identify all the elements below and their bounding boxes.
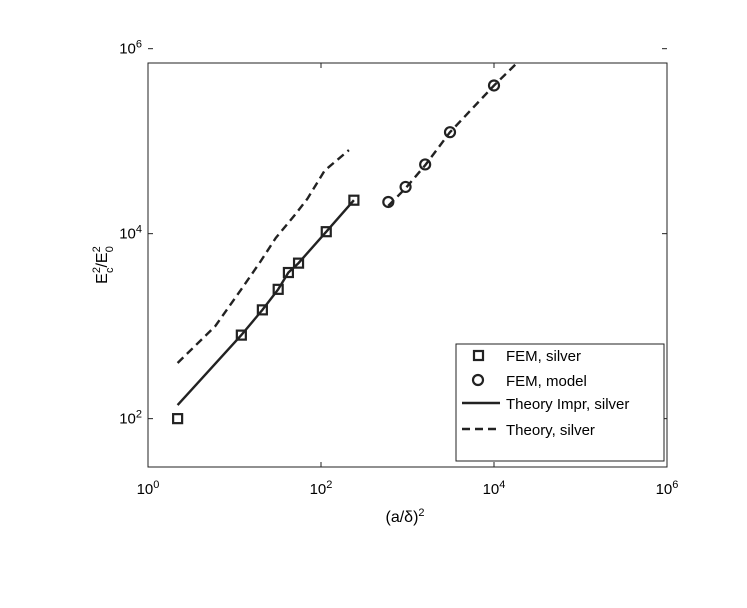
x-tick-label-0: 100 <box>137 479 160 498</box>
x-tick-label-2: 104 <box>483 479 506 498</box>
y-label-sub2: 0 <box>104 246 116 252</box>
y-tick-label-0-exp: 2 <box>136 409 142 421</box>
x-axis-label: (a/δ)2 <box>385 507 424 526</box>
x-tick-label-2-base: 10 <box>483 481 500 498</box>
series-layer <box>172 63 519 425</box>
y-axis-label: E2c/E20 <box>91 246 116 284</box>
series-3-line-0 <box>176 149 350 364</box>
legend: FEM, silver FEM, model Theory Impr, silv… <box>455 343 665 462</box>
fem-model-point-4 <box>487 79 501 92</box>
y-label-sup2: 2 <box>91 246 103 252</box>
x-axis-label-base: (a/δ) <box>385 509 418 526</box>
legend-label-fem-model: FEM, model <box>506 373 587 390</box>
legend-label-fem-silver: FEM, silver <box>506 348 581 365</box>
y-tick-label-2: 106 <box>119 39 142 58</box>
x-tick-label-3: 106 <box>656 479 679 498</box>
x-tick-label-1-exp: 2 <box>326 479 332 491</box>
y-label-slash: /E <box>94 252 111 267</box>
y-tick-label-0-base: 10 <box>119 411 136 428</box>
fem-model-point-3 <box>443 126 457 139</box>
x-tick-label-3-base: 10 <box>656 481 673 498</box>
fem-silver-point-2 <box>256 304 268 316</box>
y-label-sup1: 2 <box>91 267 103 273</box>
fem-silver-point-0 <box>172 413 184 425</box>
x-tick-label-1: 102 <box>310 479 333 498</box>
y-label-e: E <box>94 273 111 284</box>
x-axis: 100 102 104 106 <box>137 63 679 498</box>
y-tick-label-1-exp: 4 <box>136 224 142 236</box>
legend-label-theory-impr: Theory Impr, silver <box>506 396 629 413</box>
x-axis-label-sup: 2 <box>418 507 424 519</box>
legend-marker-square <box>472 349 485 362</box>
fem-model-point-2 <box>419 158 432 171</box>
y-tick-label-2-exp: 6 <box>136 39 142 51</box>
fem-model-point-0 <box>382 195 395 209</box>
fem-silver-point-6 <box>320 226 332 238</box>
fem-silver-point-3 <box>272 283 284 295</box>
y-tick-label-1-base: 10 <box>119 226 136 243</box>
y-label-sub1: c <box>104 267 116 273</box>
x-tick-label-0-exp: 0 <box>153 479 159 491</box>
fem-model-point-1 <box>399 180 412 194</box>
y-tick-label-2-base: 10 <box>119 41 136 58</box>
y-tick-label-0: 102 <box>119 409 142 428</box>
x-tick-label-3-exp: 6 <box>672 479 678 491</box>
x-tick-label-2-exp: 4 <box>499 479 505 491</box>
x-tick-label-0-base: 10 <box>137 481 154 498</box>
fem-silver-point-4 <box>282 266 295 279</box>
fem-silver-point-1 <box>235 329 247 341</box>
fem-silver-point-5 <box>292 257 305 269</box>
x-tick-label-1-base: 10 <box>310 481 327 498</box>
legend-marker-circle <box>471 373 485 387</box>
y-tick-label-1: 104 <box>119 224 142 243</box>
fem-silver-point-7 <box>348 194 360 206</box>
legend-label-theory: Theory, silver <box>506 422 595 439</box>
